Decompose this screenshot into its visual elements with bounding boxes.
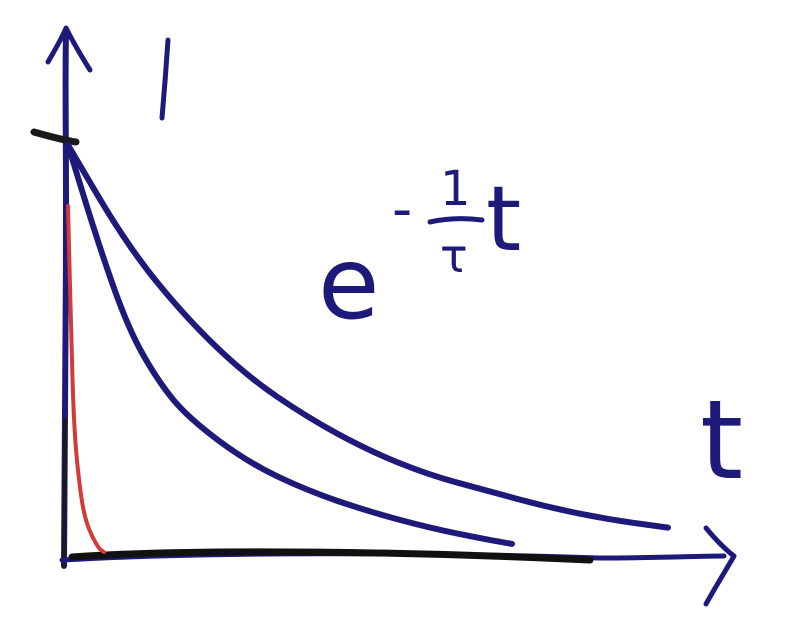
axes bbox=[30, 25, 737, 607]
annotation-base: e bbox=[318, 225, 380, 342]
curve-slow-decay bbox=[65, 142, 671, 531]
curve-fast-decay bbox=[66, 204, 106, 554]
annotation-exponent-sign: - bbox=[392, 177, 412, 242]
x-axis-black-stroke bbox=[68, 548, 594, 564]
y-label-glyph bbox=[159, 37, 171, 121]
y-axis-lower-black bbox=[62, 418, 67, 568]
x-axis-arrowhead bbox=[703, 525, 737, 607]
curve-annotation: e - 1 τ t bbox=[318, 161, 521, 342]
annotation-exponent-numerator: 1 bbox=[440, 161, 471, 217]
curve-medium-decay bbox=[65, 142, 515, 547]
annotation-exponent-variable: t bbox=[486, 167, 521, 272]
annotation-exponent-denominator: τ bbox=[440, 229, 468, 283]
y-axis-tick bbox=[30, 128, 80, 146]
y-axis-arrowhead bbox=[45, 25, 93, 73]
x-label: t bbox=[700, 376, 743, 504]
curves bbox=[65, 142, 671, 554]
annotation-fraction-bar bbox=[427, 216, 485, 225]
